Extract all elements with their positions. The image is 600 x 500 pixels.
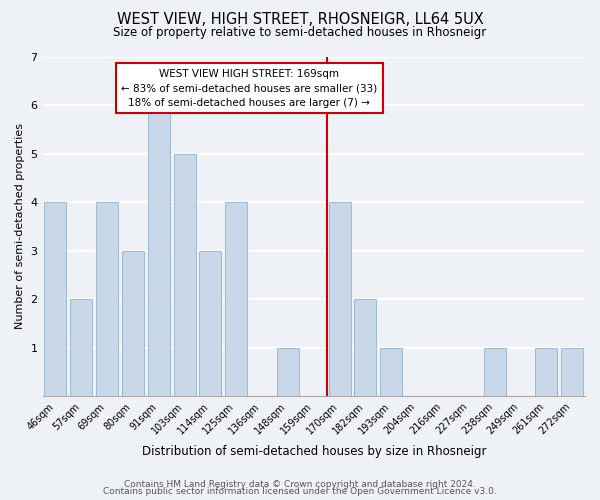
Text: Contains HM Land Registry data © Crown copyright and database right 2024.: Contains HM Land Registry data © Crown c…: [124, 480, 476, 489]
Bar: [96, 202, 118, 396]
Text: WEST VIEW, HIGH STREET, RHOSNEIGR, LL64 5UX: WEST VIEW, HIGH STREET, RHOSNEIGR, LL64 …: [116, 12, 484, 28]
Bar: [561, 348, 583, 397]
Bar: [380, 348, 402, 397]
Bar: [199, 250, 221, 396]
Bar: [535, 348, 557, 397]
Y-axis label: Number of semi-detached properties: Number of semi-detached properties: [15, 124, 25, 330]
Bar: [277, 348, 299, 397]
Bar: [44, 202, 67, 396]
Bar: [484, 348, 506, 397]
Bar: [329, 202, 350, 396]
X-axis label: Distribution of semi-detached houses by size in Rhosneigr: Distribution of semi-detached houses by …: [142, 444, 486, 458]
Text: Contains public sector information licensed under the Open Government Licence v3: Contains public sector information licen…: [103, 487, 497, 496]
Bar: [225, 202, 247, 396]
Bar: [355, 299, 376, 396]
Bar: [70, 299, 92, 396]
Bar: [173, 154, 196, 396]
Bar: [148, 105, 170, 397]
Text: Size of property relative to semi-detached houses in Rhosneigr: Size of property relative to semi-detach…: [113, 26, 487, 39]
Bar: [122, 250, 144, 396]
Text: WEST VIEW HIGH STREET: 169sqm
← 83% of semi-detached houses are smaller (33)
18%: WEST VIEW HIGH STREET: 169sqm ← 83% of s…: [121, 68, 377, 108]
